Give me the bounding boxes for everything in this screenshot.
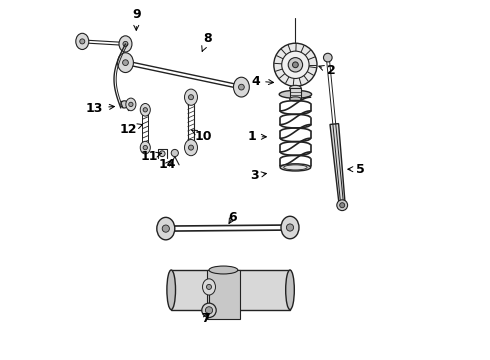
Bar (207, 270, 240, 319)
Circle shape (202, 303, 216, 318)
Circle shape (337, 200, 347, 211)
Circle shape (143, 145, 147, 150)
Circle shape (340, 203, 345, 208)
Circle shape (274, 43, 317, 86)
Polygon shape (330, 123, 345, 206)
Text: 13: 13 (86, 102, 115, 114)
Ellipse shape (140, 104, 150, 116)
Text: 10: 10 (192, 130, 212, 143)
Circle shape (159, 151, 165, 157)
Ellipse shape (167, 270, 175, 310)
Text: 5: 5 (348, 163, 365, 176)
Ellipse shape (290, 97, 301, 101)
Circle shape (206, 284, 212, 289)
Ellipse shape (126, 98, 136, 111)
Circle shape (143, 108, 147, 112)
Circle shape (282, 51, 309, 78)
Ellipse shape (185, 140, 197, 156)
Text: 9: 9 (132, 8, 141, 30)
Circle shape (171, 149, 178, 157)
Text: 8: 8 (202, 32, 212, 51)
Circle shape (123, 41, 128, 46)
Text: 1: 1 (248, 130, 267, 143)
Circle shape (189, 145, 194, 150)
Ellipse shape (209, 266, 238, 274)
Ellipse shape (140, 141, 150, 154)
Circle shape (129, 102, 133, 107)
Circle shape (205, 307, 213, 314)
Text: 3: 3 (250, 169, 267, 182)
Ellipse shape (233, 77, 249, 97)
Ellipse shape (281, 216, 299, 239)
Ellipse shape (185, 89, 197, 105)
Circle shape (239, 84, 245, 90)
Ellipse shape (280, 164, 311, 171)
Ellipse shape (290, 85, 301, 91)
Ellipse shape (279, 90, 312, 98)
Ellipse shape (76, 33, 89, 50)
Ellipse shape (157, 217, 175, 240)
Circle shape (189, 95, 194, 100)
Circle shape (286, 224, 294, 231)
Circle shape (293, 62, 298, 68)
Text: 14: 14 (159, 158, 176, 171)
Text: 6: 6 (228, 211, 237, 224)
Bar (171, 270, 290, 310)
Text: 4: 4 (251, 75, 273, 87)
Bar (290, 88, 301, 99)
Circle shape (80, 39, 85, 44)
Circle shape (121, 101, 128, 108)
Text: 7: 7 (201, 312, 210, 325)
Circle shape (323, 53, 332, 62)
Ellipse shape (286, 270, 294, 310)
Ellipse shape (118, 53, 133, 73)
Text: 2: 2 (319, 64, 336, 77)
Circle shape (288, 58, 303, 72)
Text: 11: 11 (141, 150, 161, 163)
Ellipse shape (284, 165, 307, 170)
Ellipse shape (119, 36, 132, 52)
Circle shape (122, 60, 128, 66)
Circle shape (162, 225, 170, 232)
Text: 12: 12 (119, 123, 143, 136)
Ellipse shape (202, 279, 216, 295)
